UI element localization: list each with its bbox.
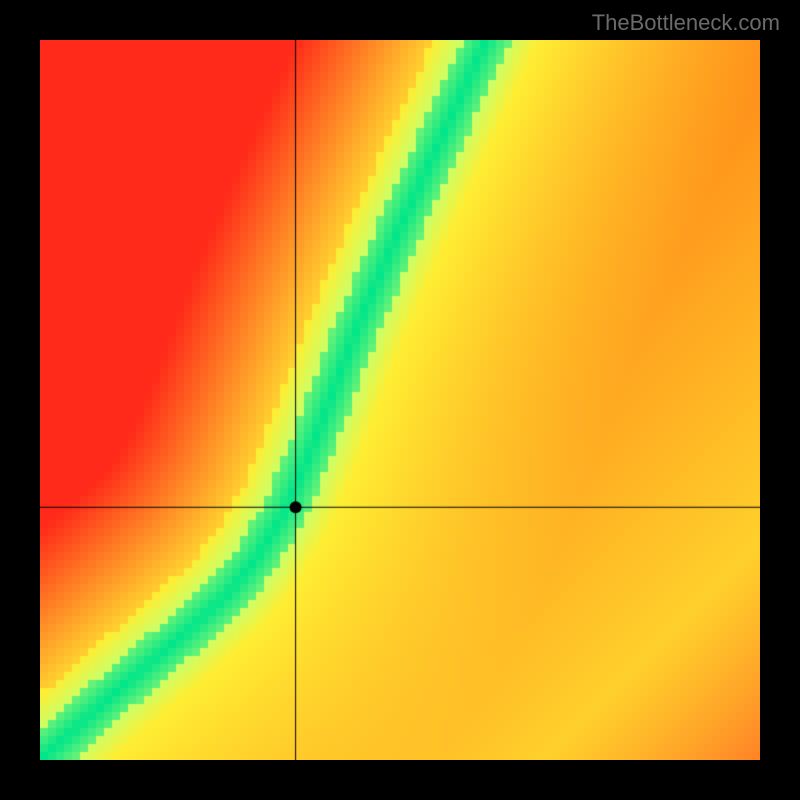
heatmap-canvas: [40, 40, 760, 760]
heatmap-plot: [40, 40, 760, 760]
watermark-text: TheBottleneck.com: [592, 10, 780, 36]
chart-container: TheBottleneck.com: [0, 0, 800, 800]
